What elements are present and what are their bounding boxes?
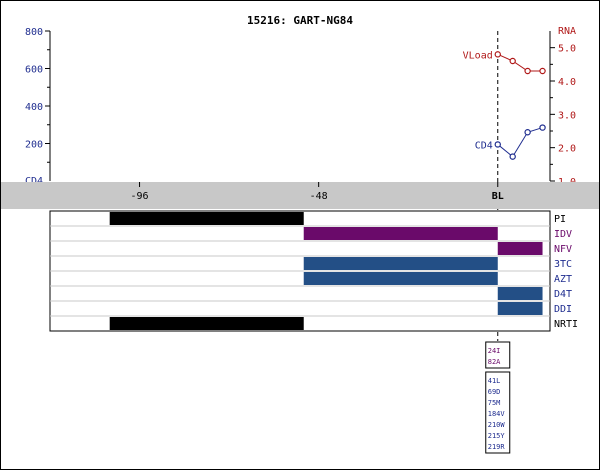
left-tick-label: 800 <box>25 27 43 38</box>
drug-bar-pi <box>109 212 304 225</box>
series-label-vload: VLoad <box>463 50 493 61</box>
mutation-label: 210W <box>488 421 506 429</box>
series-point-vload <box>509 57 516 65</box>
mutation-label: 215Y <box>488 432 506 440</box>
drug-label-nfv: NFV <box>554 244 572 255</box>
drug-label-ddi: DDI <box>554 304 572 315</box>
series-point-cd4 <box>539 124 546 131</box>
right-tick-label: 3.0 <box>558 110 576 121</box>
drug-label-pi: PI <box>554 214 566 225</box>
mutation-label: 82A <box>488 358 501 366</box>
drug-bar-3tc <box>303 257 498 270</box>
drug-label-azt: AZT <box>554 274 572 285</box>
right-tick-label: 2.0 <box>558 144 576 155</box>
chart-title: 15216: GART-NG84 <box>247 14 353 27</box>
drug-label-d4t: D4T <box>554 289 572 300</box>
series-label-cd4: CD4 <box>475 140 493 151</box>
right-axis-label: RNA <box>558 26 576 37</box>
drug-label-idv: IDV <box>554 229 572 240</box>
series-line-vload <box>497 53 543 72</box>
left-axis-label: CD4 <box>25 176 43 187</box>
left-tick-label: 200 <box>25 140 43 151</box>
series-point-cd4 <box>524 129 531 136</box>
drug-label-3tc: 3TC <box>554 259 572 270</box>
mutation-label: 219R <box>488 443 506 451</box>
x-tick-label: -96 <box>131 191 149 202</box>
mutation-boxes: 24I 82A 41L 69D 75M 184V 210W 215Y 219R <box>485 341 511 454</box>
series-point-vload <box>494 51 501 58</box>
x-tick-label: BL <box>492 191 504 202</box>
drug-bar-d4t <box>497 287 543 300</box>
left-tick-label: 600 <box>25 65 43 76</box>
mutation-label: 184V <box>488 410 506 418</box>
series-point-cd4 <box>509 153 516 160</box>
mutation-label: 75M <box>488 399 501 407</box>
right-tick-label: 5.0 <box>558 44 576 55</box>
drug-label-nrti: NRTI <box>554 319 578 330</box>
x-axis-band-bg <box>1 182 599 209</box>
drug-grid: PI IDV NFV 3TC AZT D4T DDI NRTI <box>49 210 578 332</box>
drug-bar-nrti <box>109 317 304 330</box>
series-line-cd4 <box>497 127 543 158</box>
x-tick-label: -48 <box>310 191 328 202</box>
mutation-box <box>485 341 511 369</box>
drug-bar-azt <box>303 272 498 285</box>
series-point-vload <box>524 67 531 75</box>
mutation-box <box>485 371 511 454</box>
series-point-cd4 <box>494 141 501 148</box>
series-point-vload <box>539 67 546 75</box>
right-tick-label: 4.0 <box>558 77 576 88</box>
drug-bar-ddi <box>497 302 543 315</box>
left-tick-label: 400 <box>25 102 43 113</box>
drug-bar-nfv <box>497 242 543 255</box>
mutation-label: 41L <box>488 377 501 385</box>
drug-bar-idv <box>303 227 498 240</box>
mutation-label: 69D <box>488 388 501 396</box>
x-axis-band: -96 -48 BL <box>1 182 599 209</box>
mutation-label: 24I <box>488 347 501 355</box>
